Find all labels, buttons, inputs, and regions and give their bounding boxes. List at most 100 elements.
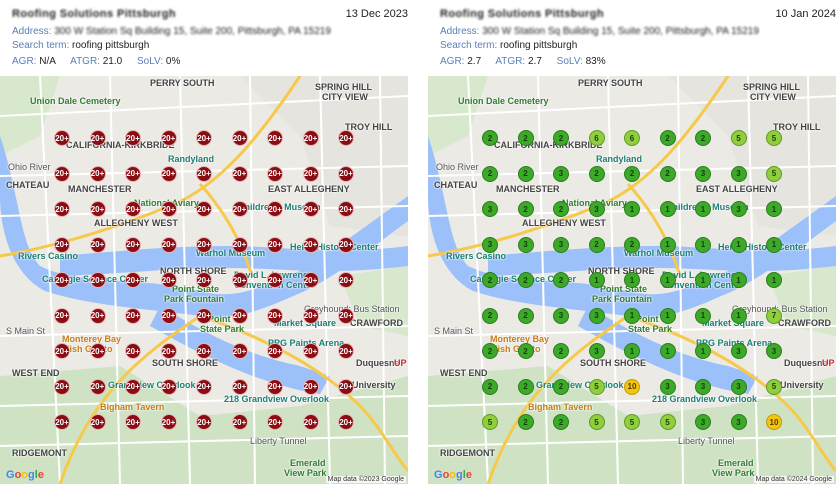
rank-pin[interactable]: 20+ bbox=[338, 343, 354, 359]
rank-pin[interactable]: 20+ bbox=[160, 307, 177, 324]
rank-pin[interactable]: 20+ bbox=[89, 236, 106, 253]
rank-pin[interactable]: 20+ bbox=[231, 165, 248, 182]
rank-pin[interactable]: 6 bbox=[624, 130, 640, 146]
rank-pin[interactable]: 2 bbox=[482, 130, 498, 146]
rank-pin[interactable]: 20+ bbox=[196, 236, 212, 253]
map-attribution[interactable]: Map data ©2024 Google bbox=[753, 476, 834, 483]
rank-pin[interactable]: 2 bbox=[482, 378, 498, 395]
rank-pin[interactable]: 20+ bbox=[54, 307, 70, 324]
rank-pin[interactable]: 3 bbox=[588, 307, 605, 324]
rank-pin[interactable]: 2 bbox=[553, 272, 569, 288]
rank-pin[interactable]: 2 bbox=[588, 165, 605, 182]
rank-pin[interactable]: 20+ bbox=[54, 201, 70, 217]
rank-pin[interactable]: 20+ bbox=[231, 343, 248, 359]
rank-pin[interactable]: 1 bbox=[730, 307, 747, 324]
rank-pin[interactable]: 20+ bbox=[125, 307, 141, 324]
rank-pin[interactable]: 20+ bbox=[196, 201, 212, 217]
rank-pin[interactable]: 20+ bbox=[54, 130, 70, 146]
rank-pin[interactable]: 2 bbox=[553, 343, 569, 359]
rank-pin[interactable]: 20+ bbox=[89, 165, 106, 182]
rank-pin[interactable]: 1 bbox=[695, 307, 711, 324]
rank-pin[interactable]: 2 bbox=[553, 201, 569, 217]
rank-pin[interactable]: 3 bbox=[553, 307, 569, 324]
rank-pin[interactable]: 20+ bbox=[125, 236, 141, 253]
rank-pin[interactable]: 3 bbox=[730, 201, 747, 217]
rank-pin[interactable]: 20+ bbox=[89, 201, 106, 217]
rank-pin[interactable]: 20+ bbox=[160, 130, 177, 146]
rank-pin[interactable]: 20+ bbox=[89, 307, 106, 324]
rank-pin[interactable]: 20+ bbox=[302, 236, 319, 253]
rank-pin[interactable]: 20+ bbox=[267, 307, 283, 324]
rank-pin[interactable]: 3 bbox=[588, 343, 605, 359]
rank-pin[interactable]: 2 bbox=[517, 343, 534, 359]
rank-pin[interactable]: 20+ bbox=[231, 130, 248, 146]
rank-pin[interactable]: 2 bbox=[553, 130, 569, 146]
rank-pin[interactable]: 20+ bbox=[160, 378, 177, 395]
rank-pin[interactable]: 1 bbox=[624, 343, 640, 359]
rank-pin[interactable]: 3 bbox=[730, 378, 747, 395]
rank-pin[interactable]: 20+ bbox=[125, 130, 141, 146]
rank-pin[interactable]: 20+ bbox=[196, 414, 212, 430]
rank-pin[interactable]: 1 bbox=[695, 236, 711, 253]
rank-pin[interactable]: 20+ bbox=[160, 414, 177, 430]
rank-pin[interactable]: 2 bbox=[517, 414, 534, 430]
rank-pin[interactable]: 20+ bbox=[196, 130, 212, 146]
rank-pin[interactable]: 2 bbox=[517, 272, 534, 288]
rank-pin[interactable]: 2 bbox=[553, 378, 569, 395]
rank-pin[interactable]: 3 bbox=[482, 201, 498, 217]
rank-pin[interactable]: 3 bbox=[553, 165, 569, 182]
rank-pin[interactable]: 5 bbox=[588, 414, 605, 430]
rank-pin[interactable]: 10 bbox=[624, 378, 640, 395]
rank-pin[interactable]: 5 bbox=[766, 130, 782, 146]
rank-pin[interactable]: 20+ bbox=[267, 343, 283, 359]
rank-pin[interactable]: 20+ bbox=[302, 130, 319, 146]
rank-pin[interactable]: 20+ bbox=[338, 272, 354, 288]
rank-pin[interactable]: 1 bbox=[695, 272, 711, 288]
rank-pin[interactable]: 20+ bbox=[196, 343, 212, 359]
rank-pin[interactable]: 1 bbox=[730, 272, 747, 288]
rank-pin[interactable]: 1 bbox=[659, 272, 676, 288]
rank-pin[interactable]: 20+ bbox=[196, 378, 212, 395]
rank-pin[interactable]: 2 bbox=[517, 201, 534, 217]
rank-pin[interactable]: 20+ bbox=[267, 414, 283, 430]
rank-pin[interactable]: 20+ bbox=[196, 307, 212, 324]
rank-pin[interactable]: 20+ bbox=[196, 272, 212, 288]
rank-pin[interactable]: 20+ bbox=[267, 272, 283, 288]
rank-pin[interactable]: 20+ bbox=[54, 343, 70, 359]
rank-pin[interactable]: 3 bbox=[695, 378, 711, 395]
rank-pin[interactable]: 2 bbox=[482, 343, 498, 359]
rank-pin[interactable]: 20+ bbox=[231, 236, 248, 253]
rank-pin[interactable]: 20+ bbox=[160, 165, 177, 182]
rank-pin[interactable]: 2 bbox=[482, 307, 498, 324]
rank-pin[interactable]: 20+ bbox=[89, 378, 106, 395]
rank-pin[interactable]: 1 bbox=[588, 272, 605, 288]
rank-pin[interactable]: 20+ bbox=[89, 414, 106, 430]
rank-pin[interactable]: 20+ bbox=[267, 130, 283, 146]
rank-pin[interactable]: 1 bbox=[695, 343, 711, 359]
rank-pin[interactable]: 7 bbox=[766, 307, 782, 324]
rank-pin[interactable]: 20+ bbox=[125, 343, 141, 359]
rank-map[interactable]: SPRING HILL CITY VIEW PERRY SOUTH Union Dal… bbox=[0, 76, 408, 484]
rank-pin[interactable]: 2 bbox=[624, 165, 640, 182]
rank-pin[interactable]: 20+ bbox=[231, 378, 248, 395]
rank-pin[interactable]: 3 bbox=[695, 414, 711, 430]
map-attribution[interactable]: Map data ©2023 Google bbox=[325, 476, 406, 483]
rank-pin[interactable]: 2 bbox=[517, 378, 534, 395]
rank-pin[interactable]: 1 bbox=[730, 236, 747, 253]
rank-pin[interactable]: 20+ bbox=[302, 378, 319, 395]
rank-pin[interactable]: 20+ bbox=[89, 272, 106, 288]
rank-pin[interactable]: 1 bbox=[659, 201, 676, 217]
rank-pin[interactable]: 20+ bbox=[267, 378, 283, 395]
rank-pin[interactable]: 20+ bbox=[267, 236, 283, 253]
rank-pin[interactable]: 5 bbox=[624, 414, 640, 430]
rank-map[interactable]: SPRING HILL CITY VIEW PERRY SOUTH Union Dal… bbox=[428, 76, 836, 484]
rank-pin[interactable]: 5 bbox=[482, 414, 498, 430]
rank-pin[interactable]: 3 bbox=[553, 236, 569, 253]
rank-pin[interactable]: 1 bbox=[659, 343, 676, 359]
rank-pin[interactable]: 20+ bbox=[302, 272, 319, 288]
rank-pin[interactable]: 5 bbox=[588, 378, 605, 395]
rank-pin[interactable]: 20+ bbox=[231, 307, 248, 324]
rank-pin[interactable]: 3 bbox=[517, 236, 534, 253]
rank-pin[interactable]: 20+ bbox=[338, 414, 354, 430]
rank-pin[interactable]: 20+ bbox=[196, 165, 212, 182]
